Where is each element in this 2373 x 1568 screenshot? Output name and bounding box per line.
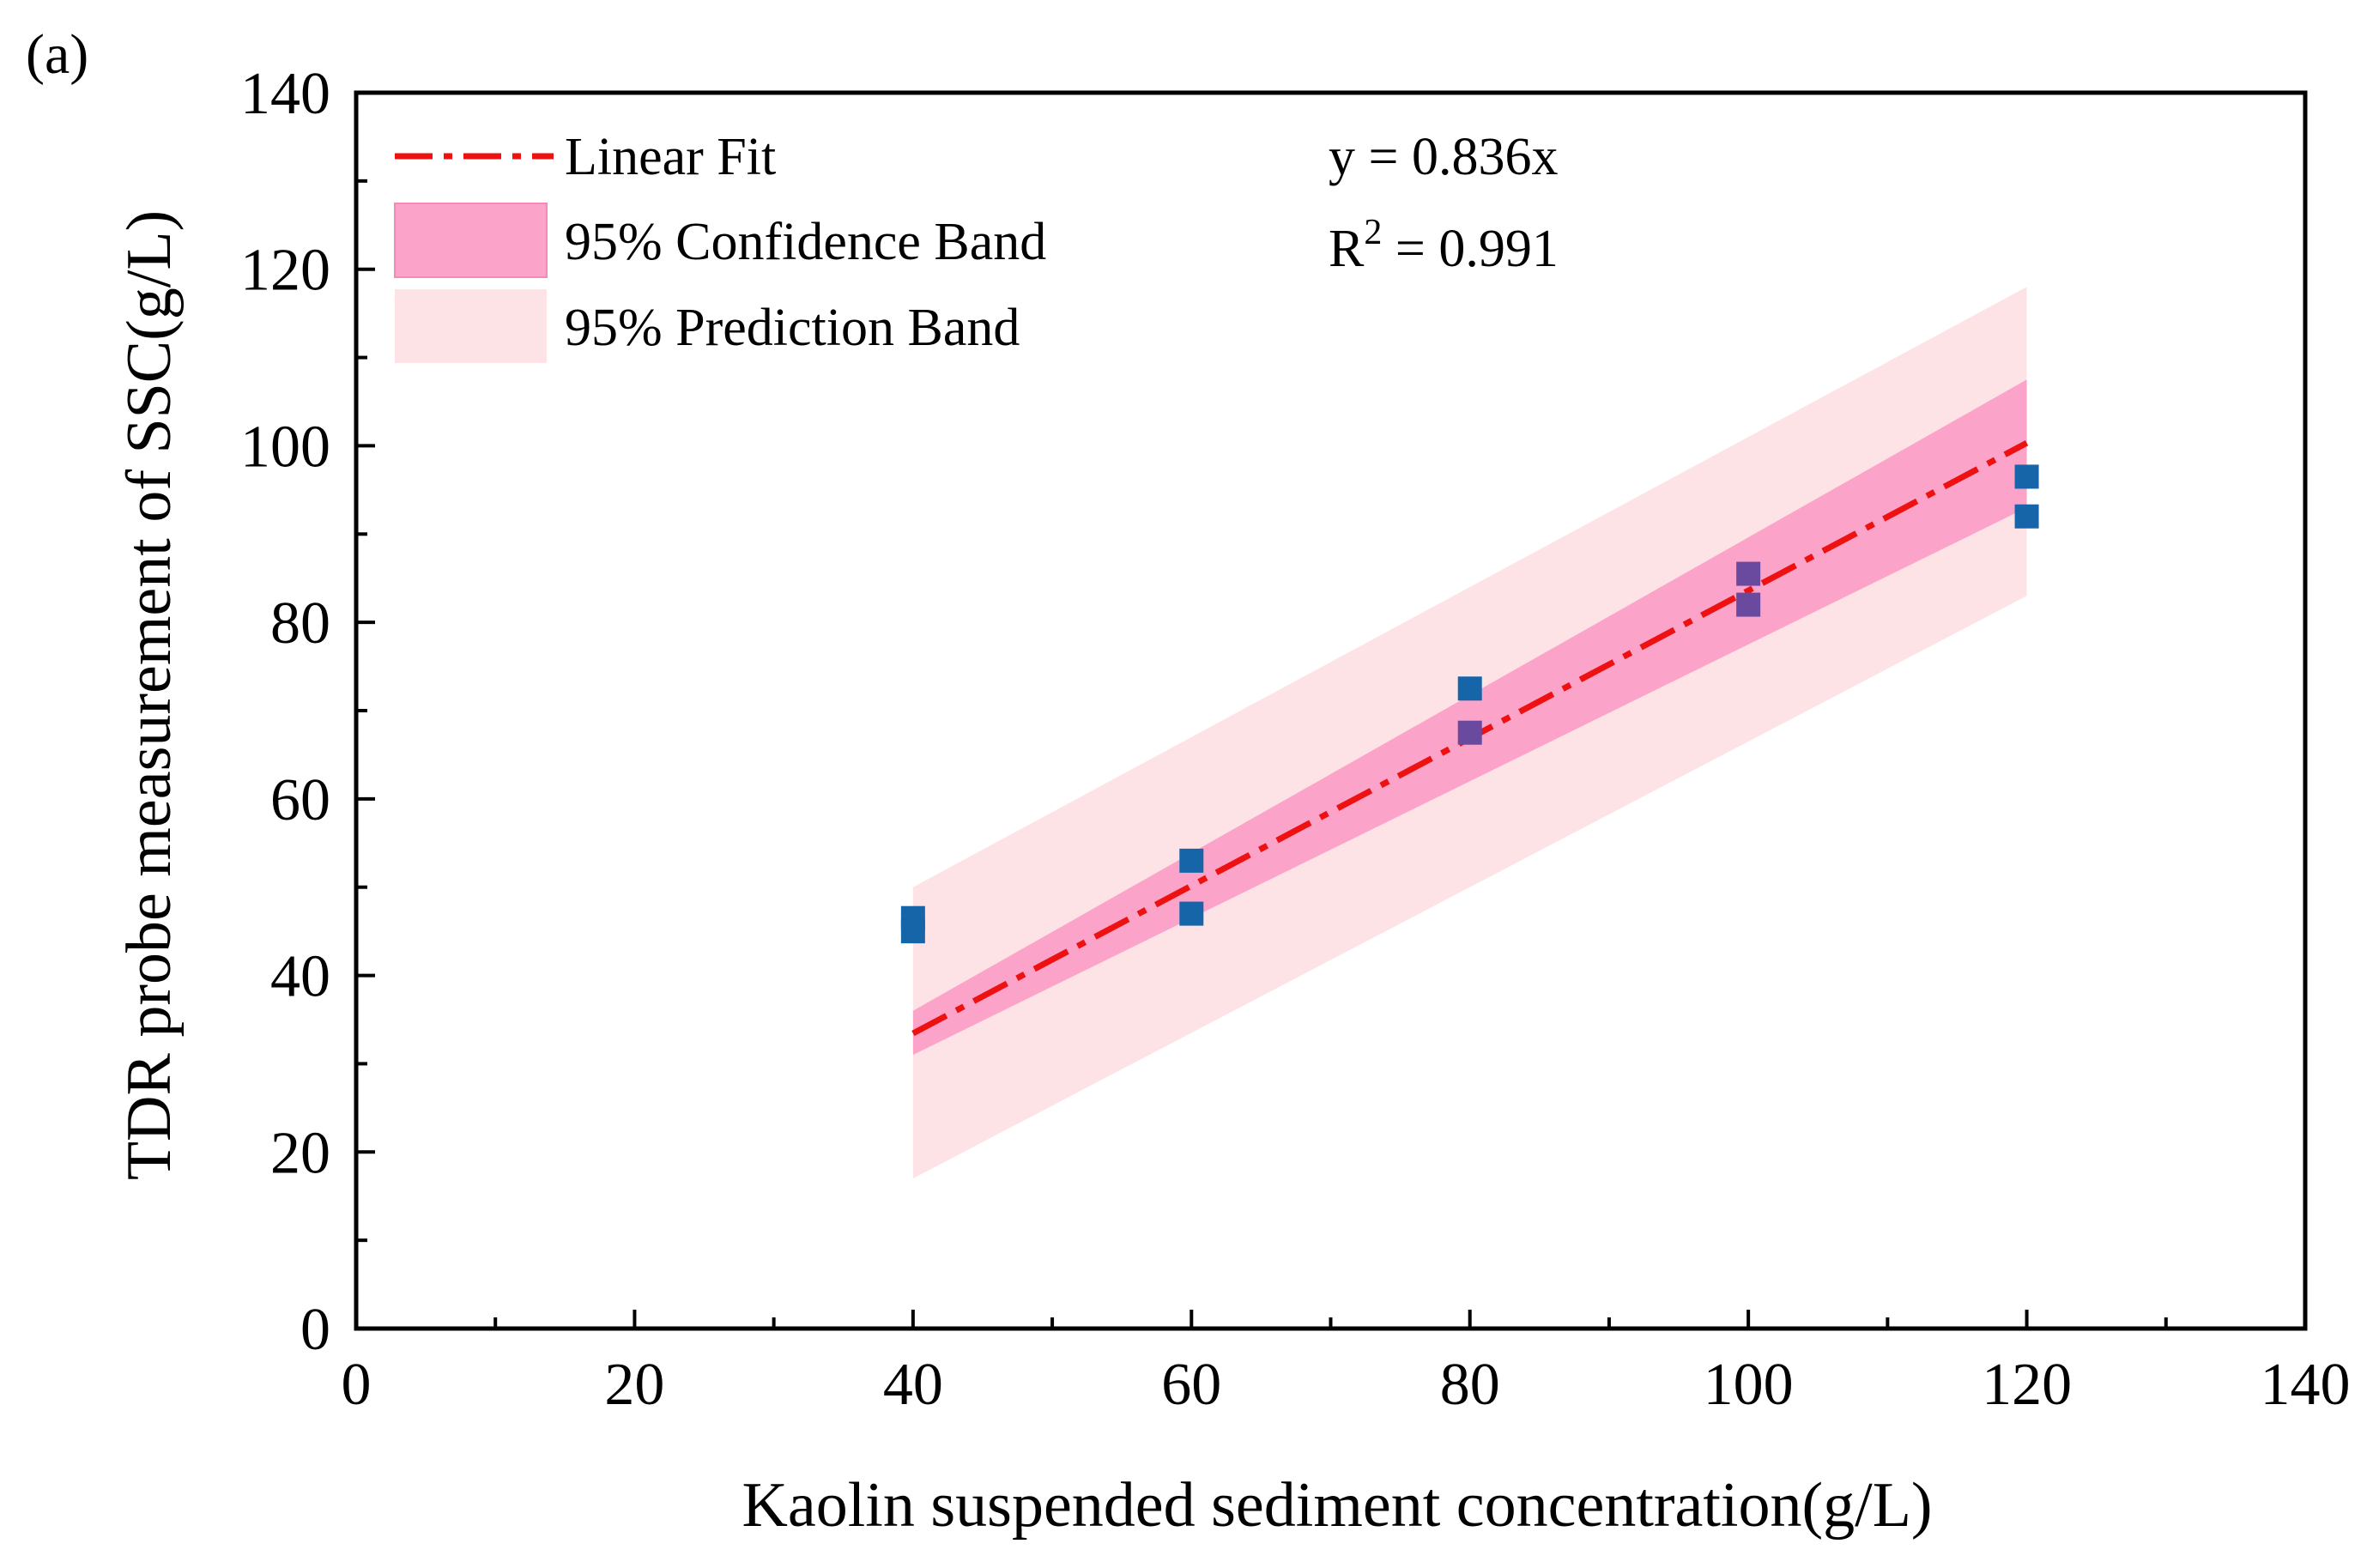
data-points: [900, 464, 2039, 944]
x-tick-label: 20: [604, 1352, 664, 1418]
legend-prediction-label: 95% Prediction Band: [565, 299, 1020, 357]
data-point: [1457, 676, 1482, 701]
fit-r-squared: R2 = 0.991: [1329, 213, 1559, 278]
y-tick-label: 40: [270, 944, 330, 1010]
r2-prefix: R: [1329, 220, 1365, 278]
y-tick-label: 60: [270, 767, 330, 833]
panel-label: (a): [26, 23, 88, 86]
data-point: [1179, 848, 1204, 873]
x-tick-label: 40: [883, 1352, 943, 1418]
y-axis-label: TDR probe measurement of SSC(g/L): [114, 210, 185, 1180]
data-point: [2014, 504, 2039, 529]
legend-prediction-swatch: [395, 289, 547, 363]
data-point: [2014, 464, 2039, 489]
x-tick-label: 140: [2261, 1352, 2351, 1418]
data-point: [900, 919, 925, 944]
confidence-band: [912, 379, 2027, 1056]
x-axis-ticks: 0 20 40 60 80 100 120 140: [342, 1310, 2351, 1418]
data-point: [1736, 561, 1761, 586]
data-point: [1457, 720, 1482, 745]
legend-confidence-label: 95% Confidence Band: [565, 213, 1046, 271]
data-point: [1736, 592, 1761, 617]
x-tick-label: 80: [1440, 1352, 1500, 1418]
x-tick-label: 100: [1704, 1352, 1794, 1418]
data-point: [1179, 901, 1204, 926]
y-tick-label: 20: [270, 1120, 330, 1186]
plot-area: 0 20 40 60 80 100 120 140 0 20 40 60 80 100 120 140: [240, 61, 2351, 1418]
x-axis-label: Kaolin suspended sediment concentration(…: [742, 1470, 1932, 1541]
fit-equation: y = 0.836x: [1329, 128, 1558, 186]
x-tick-label: 120: [1982, 1352, 2072, 1418]
x-tick-label: 60: [1161, 1352, 1221, 1418]
fit-annotation: y = 0.836x R2 = 0.991: [1329, 128, 1559, 278]
legend-linear-fit-label: Linear Fit: [565, 128, 776, 186]
y-tick-label: 80: [270, 590, 330, 657]
y-axis-ticks: 0 20 40 60 80 100 120 140: [240, 61, 375, 1363]
r2-value: = 0.991: [1382, 220, 1558, 278]
legend-confidence-swatch: [394, 203, 548, 278]
legend: Linear Fit 95% Confidence Band 95% Predi…: [394, 128, 1046, 363]
y-tick-label: 120: [240, 238, 330, 304]
y-tick-label: 140: [240, 61, 330, 127]
y-tick-label: 0: [300, 1297, 330, 1363]
y-tick-label: 100: [240, 414, 330, 480]
r2-superscript: 2: [1364, 213, 1382, 252]
x-tick-label: 0: [342, 1352, 372, 1418]
